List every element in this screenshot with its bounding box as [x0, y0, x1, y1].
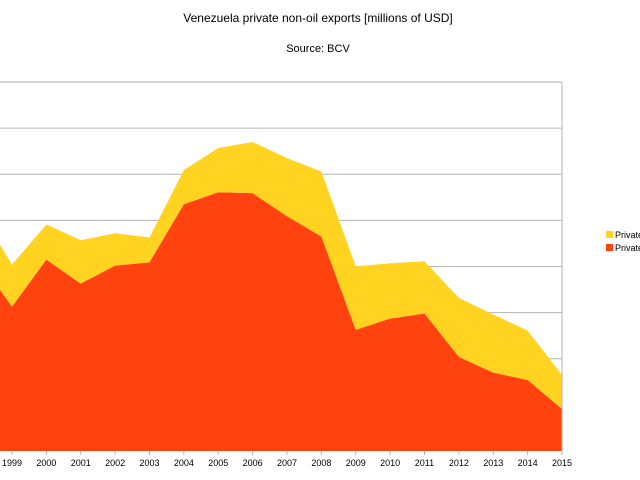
legend-label-0: Private	[615, 230, 640, 240]
chart-title: Venezuela private non-oil exports [milli…	[183, 11, 452, 25]
chart-subtitle: Source: BCV	[286, 43, 350, 55]
area-series-1	[0, 141, 562, 410]
x-tick-label: 2005	[208, 458, 228, 468]
x-tick-label: 2014	[518, 458, 538, 468]
x-tick-label: 2009	[346, 458, 366, 468]
x-tick-label: 2010	[380, 458, 400, 468]
x-tick-label: 2013	[483, 458, 503, 468]
area-series-0	[0, 192, 562, 451]
x-tick-label: 2012	[449, 458, 469, 468]
x-tick-label: 2000	[36, 458, 56, 468]
legend-swatch-0	[606, 231, 613, 238]
x-tick-label: 2011	[415, 458, 434, 468]
legend-label-1: Private	[615, 243, 640, 253]
legend: Private Private	[606, 230, 640, 253]
x-tick-label: 2006	[243, 458, 263, 468]
x-tick-label: 1999	[2, 458, 22, 468]
legend-swatch-1	[606, 244, 613, 251]
x-tick-label: 2001	[71, 458, 91, 468]
x-tick-label: 2008	[311, 458, 331, 468]
x-tick-label: 2002	[105, 458, 125, 468]
x-tick-label: 2003	[139, 458, 159, 468]
x-tick-label: 2007	[277, 458, 297, 468]
x-tick-label: 2004	[174, 458, 194, 468]
x-tick-label: 2015	[552, 458, 572, 468]
